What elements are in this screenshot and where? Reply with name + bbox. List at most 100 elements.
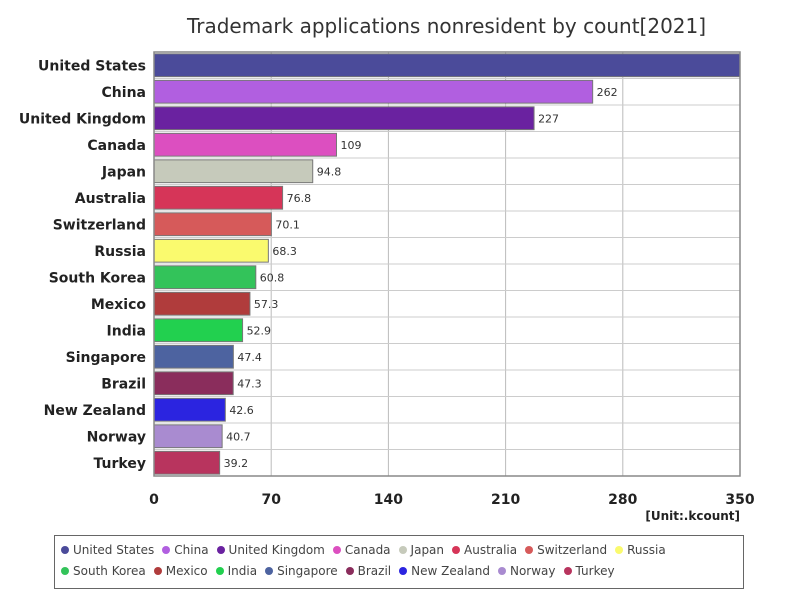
legend-label: Switzerland <box>537 542 608 557</box>
legend-dot-icon <box>345 566 354 575</box>
legend-label: Canada <box>344 542 391 557</box>
legend-label: Australia <box>464 542 518 557</box>
legend-label: Mexico <box>165 563 208 578</box>
category-label: India <box>107 323 146 339</box>
bar-russia[interactable] <box>153 238 269 263</box>
legend-dot-icon <box>216 545 225 554</box>
legend-dot-icon <box>153 566 162 575</box>
bar-united-kingdom[interactable] <box>153 106 535 131</box>
legend-item[interactable]: Switzerland <box>525 541 607 558</box>
category-label: Mexico <box>91 297 147 313</box>
legend-label: New Zealand <box>411 563 490 578</box>
legend-dot-icon <box>615 545 624 554</box>
value-label: 47.4 <box>237 351 262 364</box>
legend-item[interactable]: China <box>162 541 209 558</box>
value-label: 40.7 <box>226 430 251 443</box>
category-label: Russia <box>94 244 146 260</box>
value-label: 47.3 <box>237 377 262 390</box>
value-label: 262 <box>597 86 618 99</box>
category-label: Singapore <box>66 350 146 366</box>
legend-item[interactable]: Japan <box>398 541 445 558</box>
category-label: Japan <box>101 164 146 180</box>
x-tick-label: 0 <box>149 492 159 508</box>
legend-item[interactable]: Australia <box>452 541 517 558</box>
unit-label: [Unit:.kcount] <box>645 509 740 523</box>
legend-label: Brazil <box>357 563 392 578</box>
value-label: 94.8 <box>317 165 342 178</box>
legend-item[interactable]: Brazil <box>345 562 392 579</box>
legend-item[interactable]: Turkey <box>563 562 615 579</box>
legend-item[interactable]: Singapore <box>265 562 338 579</box>
legend-item[interactable]: United Kingdom <box>216 541 325 558</box>
legend-item[interactable]: India <box>215 562 258 579</box>
category-label: Canada <box>87 138 146 154</box>
bar-canada[interactable] <box>153 132 337 157</box>
bar-new-zealand[interactable] <box>153 397 226 422</box>
legend-dot-icon <box>497 566 506 575</box>
x-tick-label: 280 <box>608 492 637 508</box>
x-tick-label: 140 <box>374 492 403 508</box>
category-label: Brazil <box>101 376 146 392</box>
labels: 0 70 140 210 280 350 United States China 262 Unit… <box>19 58 755 508</box>
value-label: 227 <box>538 112 559 125</box>
bars <box>153 53 741 475</box>
legend-item[interactable]: Canada <box>332 541 391 558</box>
legend-item[interactable]: Russia <box>615 541 666 558</box>
value-label: 42.6 <box>229 404 254 417</box>
x-tick-label: 350 <box>725 492 754 508</box>
bar-india[interactable] <box>153 318 244 343</box>
category-label: Australia <box>75 191 146 207</box>
legend-label: Singapore <box>277 563 338 578</box>
legend-dot-icon <box>332 545 341 554</box>
category-label: United Kingdom <box>19 111 146 127</box>
legend-label: India <box>227 563 258 578</box>
legend-label: China <box>174 542 209 557</box>
legend-label: Japan <box>410 542 445 557</box>
legend-dot-icon <box>215 566 224 575</box>
legend-item[interactable]: New Zealand <box>399 562 490 579</box>
legend-label: United Kingdom <box>228 542 325 557</box>
legend-dot-icon <box>452 545 461 554</box>
legend-label: Norway <box>509 563 556 578</box>
x-tick-label: 70 <box>261 492 281 508</box>
bar-brazil[interactable] <box>153 371 234 396</box>
value-label: 39.2 <box>224 457 249 470</box>
bar-switzerland[interactable] <box>153 212 272 237</box>
value-label: 68.3 <box>272 245 297 258</box>
legend-item[interactable]: United States <box>61 541 154 558</box>
bar-mexico[interactable] <box>153 291 251 316</box>
bar-south-korea[interactable] <box>153 265 257 290</box>
bar-australia[interactable] <box>153 185 284 210</box>
value-label: 52.9 <box>247 324 271 337</box>
value-label: 70.1 <box>275 218 300 231</box>
category-label: Norway <box>87 429 146 445</box>
legend-label: Russia <box>627 542 666 557</box>
x-tick-label: 210 <box>491 492 520 508</box>
category-label: Switzerland <box>53 217 146 233</box>
category-label: South Korea <box>49 270 146 286</box>
legend-dot-icon <box>563 566 572 575</box>
value-label: 60.8 <box>260 271 285 284</box>
value-label: 57.3 <box>254 298 279 311</box>
chart-title: Trademark applications nonresident by co… <box>186 14 707 38</box>
legend-items: United States China United Kingdom Canada Ja… <box>61 541 737 579</box>
legend-dot-icon <box>398 545 407 554</box>
legend-item[interactable]: Mexico <box>153 562 208 579</box>
bar-singapore[interactable] <box>153 344 234 369</box>
bar-united-states[interactable] <box>153 53 741 78</box>
bar-japan[interactable] <box>153 159 314 184</box>
bar-norway[interactable] <box>153 424 223 449</box>
value-label: 76.8 <box>287 192 312 205</box>
legend-dot-icon <box>265 566 274 575</box>
category-label: China <box>102 85 146 101</box>
legend-item[interactable]: Norway <box>497 562 556 579</box>
category-label: New Zealand <box>44 403 146 419</box>
category-label: Turkey <box>94 456 146 472</box>
legend-item[interactable]: South Korea <box>61 562 146 579</box>
legend-label: Turkey <box>575 563 615 578</box>
value-label: 109 <box>340 139 361 152</box>
bar-china[interactable] <box>153 79 594 104</box>
bar-turkey[interactable] <box>153 450 221 475</box>
legend-dot-icon <box>61 566 69 575</box>
